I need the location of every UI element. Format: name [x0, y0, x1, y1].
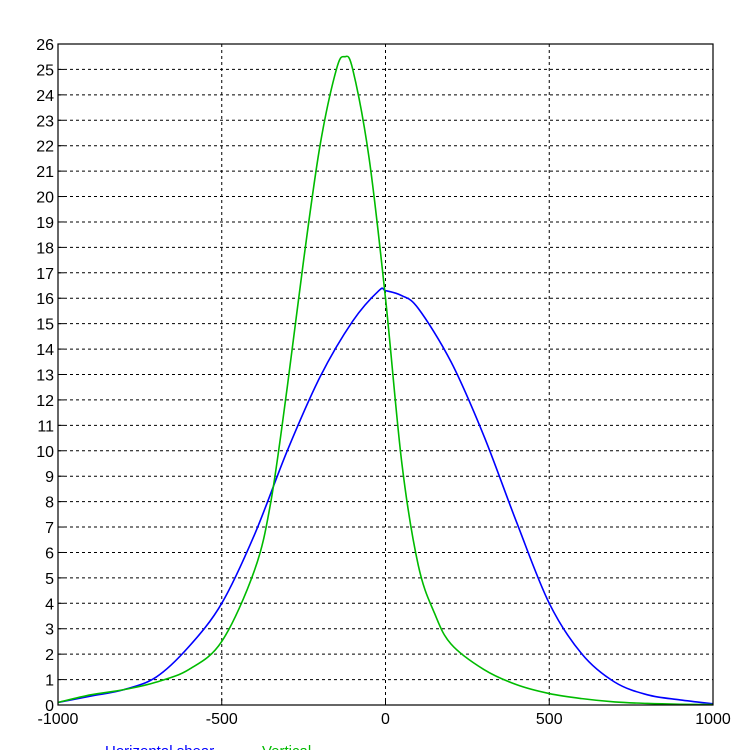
y-axis-ticks: 0123456789101112131415161718192021222324… [36, 37, 64, 715]
legend-entry: Horizontal shear [105, 743, 214, 750]
y-tick-label: 20 [36, 190, 54, 207]
legend-entry: Vertical [262, 743, 311, 750]
y-tick-label: 1 [45, 673, 54, 690]
x-tick-label: 1000 [695, 711, 731, 728]
y-tick-label: 10 [36, 444, 54, 461]
y-tick-label: 5 [45, 571, 54, 588]
y-tick-label: 3 [45, 622, 54, 639]
series-line-1 [57, 55, 714, 706]
y-tick-label: 8 [45, 495, 54, 512]
x-tick-label: 0 [381, 711, 390, 728]
y-tick-label: 13 [36, 368, 54, 385]
y-tick-label: 25 [36, 62, 54, 79]
y-tick-label: 16 [36, 291, 54, 308]
y-tick-label: 4 [45, 596, 54, 613]
x-tick-label: 500 [536, 711, 563, 728]
y-tick-label: 6 [45, 545, 54, 562]
legend: Horizontal shear Vertical [105, 743, 311, 755]
y-tick-label: 15 [36, 317, 54, 334]
y-tick-label: 22 [36, 139, 54, 156]
x-tick-label: -500 [206, 711, 238, 728]
y-tick-label: 18 [36, 240, 54, 257]
y-tick-label: 0 [45, 698, 54, 715]
y-tick-label: 21 [36, 164, 54, 181]
y-tick-label: 12 [36, 393, 54, 410]
x-tick-label: -1000 [38, 711, 79, 728]
y-tick-label: 9 [45, 469, 54, 486]
x-axis-ticks: -1000 -500 0 500 1000 [38, 699, 731, 728]
y-tick-label: 17 [36, 266, 54, 283]
y-tick-label: 14 [36, 342, 54, 359]
y-tick-label: 11 [37, 418, 54, 435]
series-layer [57, 55, 714, 706]
y-tick-label: 2 [45, 647, 54, 664]
y-tick-label: 7 [45, 520, 54, 537]
series-line-0 [57, 287, 714, 705]
y-tick-label: 24 [36, 88, 54, 105]
y-tick-label: 26 [36, 37, 54, 54]
y-tick-label: 19 [36, 215, 54, 232]
y-tick-label: 23 [36, 113, 54, 130]
